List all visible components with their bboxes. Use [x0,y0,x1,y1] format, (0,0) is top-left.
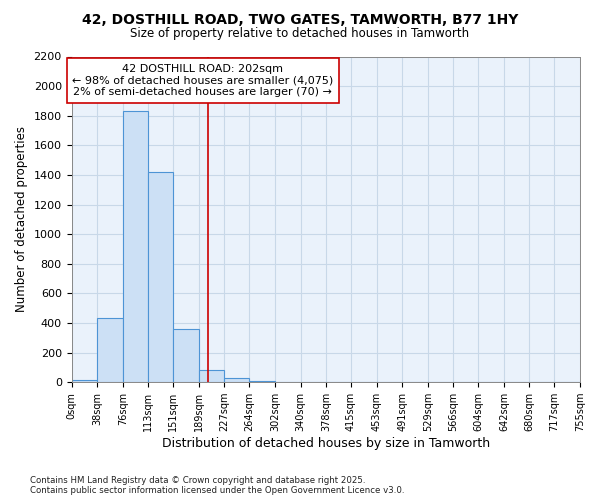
Text: Contains HM Land Registry data © Crown copyright and database right 2025.
Contai: Contains HM Land Registry data © Crown c… [30,476,404,495]
Text: Size of property relative to detached houses in Tamworth: Size of property relative to detached ho… [130,28,470,40]
Text: 42, DOSTHILL ROAD, TWO GATES, TAMWORTH, B77 1HY: 42, DOSTHILL ROAD, TWO GATES, TAMWORTH, … [82,12,518,26]
Text: 42 DOSTHILL ROAD: 202sqm
← 98% of detached houses are smaller (4,075)
2% of semi: 42 DOSTHILL ROAD: 202sqm ← 98% of detach… [72,64,334,97]
Bar [123,110,148,382]
X-axis label: Distribution of detached houses by size in Tamworth: Distribution of detached houses by size … [162,437,490,450]
Bar [148,172,173,382]
Bar [199,370,224,382]
Bar [71,380,97,382]
Bar [224,378,250,382]
Bar [97,318,123,382]
Bar [173,329,199,382]
Y-axis label: Number of detached properties: Number of detached properties [15,126,28,312]
